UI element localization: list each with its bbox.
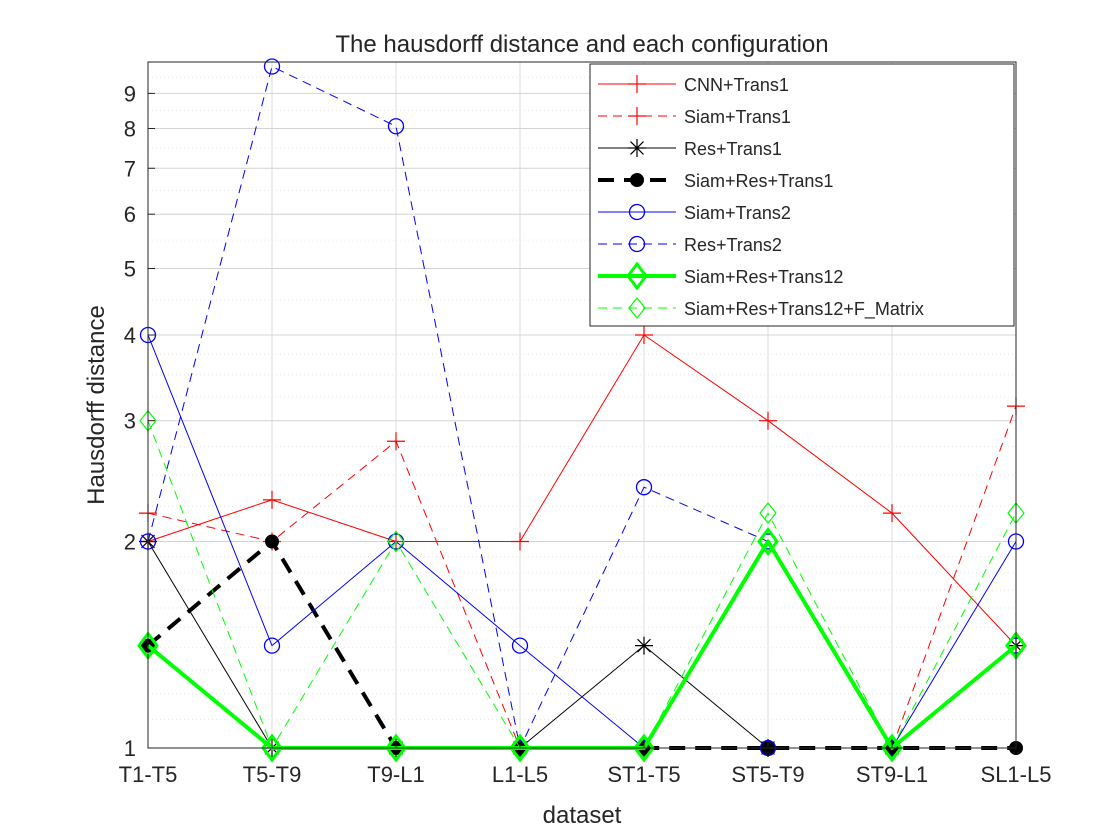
data-point — [635, 325, 653, 344]
series-line — [147, 334, 1017, 646]
data-point — [263, 737, 281, 759]
data-point — [263, 637, 281, 654]
x-tick-label: ST1-T5 — [607, 762, 680, 787]
legend-label: Siam+Trans1 — [684, 107, 791, 127]
data-point — [757, 526, 779, 556]
data-point — [261, 733, 283, 763]
data-point — [265, 534, 279, 549]
x-axis-label: dataset — [543, 802, 622, 829]
x-tick-label: SL1-L5 — [981, 762, 1052, 787]
legend-label: CNN+Trans1 — [684, 75, 789, 95]
data-point — [633, 733, 655, 763]
legend-label: Siam+Trans2 — [684, 203, 791, 223]
legend-entry: Siam+Res+Trans12 — [598, 261, 843, 291]
y-tick-label: 8 — [124, 116, 136, 141]
data-point — [883, 737, 901, 759]
y-tick-label: 9 — [124, 81, 136, 106]
legend-entry: Siam+Res+Trans12+F_Matrix — [598, 297, 924, 320]
x-tick-label: T1-T5 — [119, 762, 178, 787]
y-tick-label: 7 — [124, 156, 136, 181]
legend-entry: Res+Trans1 — [598, 139, 782, 159]
data-point — [759, 411, 777, 430]
legend-marker — [628, 297, 646, 319]
x-tick-label: ST5-T9 — [731, 762, 804, 787]
legend-marker — [628, 139, 646, 157]
legend-entry: Siam+Trans1 — [598, 107, 791, 127]
chart-title: The hausdorff distance and each configur… — [335, 31, 828, 58]
plot-frame — [147, 61, 1017, 749]
data-point — [387, 118, 405, 135]
y-tick-label: 6 — [124, 202, 136, 227]
legend-entry: CNN+Trans1 — [598, 75, 789, 95]
legend-label: Res+Trans1 — [684, 139, 782, 159]
data-point — [263, 490, 281, 509]
data-point — [387, 432, 405, 451]
data-point — [511, 637, 529, 654]
y-axis-label: Hausdorff distance — [83, 305, 110, 505]
legend-marker — [628, 235, 646, 253]
data-point — [387, 530, 405, 553]
legend-entry: Res+Trans2 — [598, 235, 782, 255]
legend-label: Siam+Res+Trans12 — [684, 267, 843, 287]
data-point — [385, 733, 407, 763]
data-point — [511, 532, 529, 551]
data-point — [759, 502, 777, 525]
legend-box — [589, 63, 1015, 327]
x-tick-label: T9-L1 — [367, 762, 424, 787]
legend-label: Siam+Res+Trans1 — [684, 171, 833, 191]
y-tick-label: 2 — [124, 529, 136, 554]
legend-marker — [628, 107, 646, 125]
x-tick-label: L1-L5 — [492, 762, 548, 787]
data-point — [635, 479, 653, 496]
data-point — [881, 733, 903, 763]
legend-label: Siam+Res+Trans12+F_Matrix — [684, 299, 924, 320]
legend-entry: Siam+Res+Trans1 — [598, 171, 833, 191]
x-tick-label: ST9-L1 — [856, 762, 928, 787]
data-point — [883, 504, 901, 523]
legend: CNN+Trans1 Siam+Trans1 Res+Trans1 Siam+Res+… — [589, 63, 1015, 327]
y-tick-label: 3 — [124, 409, 136, 434]
x-tick-label: T5-T9 — [243, 762, 302, 787]
y-tick-label: 5 — [124, 257, 136, 282]
y-tick-label: 1 — [124, 736, 136, 761]
data-point — [509, 733, 531, 763]
legend-marker — [630, 173, 644, 187]
legend-entry: Siam+Trans2 — [598, 203, 791, 223]
series-line — [147, 66, 1017, 749]
data-point — [263, 58, 281, 75]
legend-marker — [628, 203, 646, 221]
legend-marker — [628, 75, 646, 93]
ticks: T1-T5 T5-T9 T9-L1 L1-L5 ST1-T5 ST5-T9 ST9-L1 SL… — [119, 81, 1052, 787]
y-tick-label: 4 — [124, 323, 136, 348]
data-point — [635, 636, 653, 655]
data-point — [635, 737, 653, 759]
legend-marker — [626, 261, 648, 291]
data-point — [511, 737, 529, 759]
legend-label: Res+Trans2 — [684, 235, 782, 255]
